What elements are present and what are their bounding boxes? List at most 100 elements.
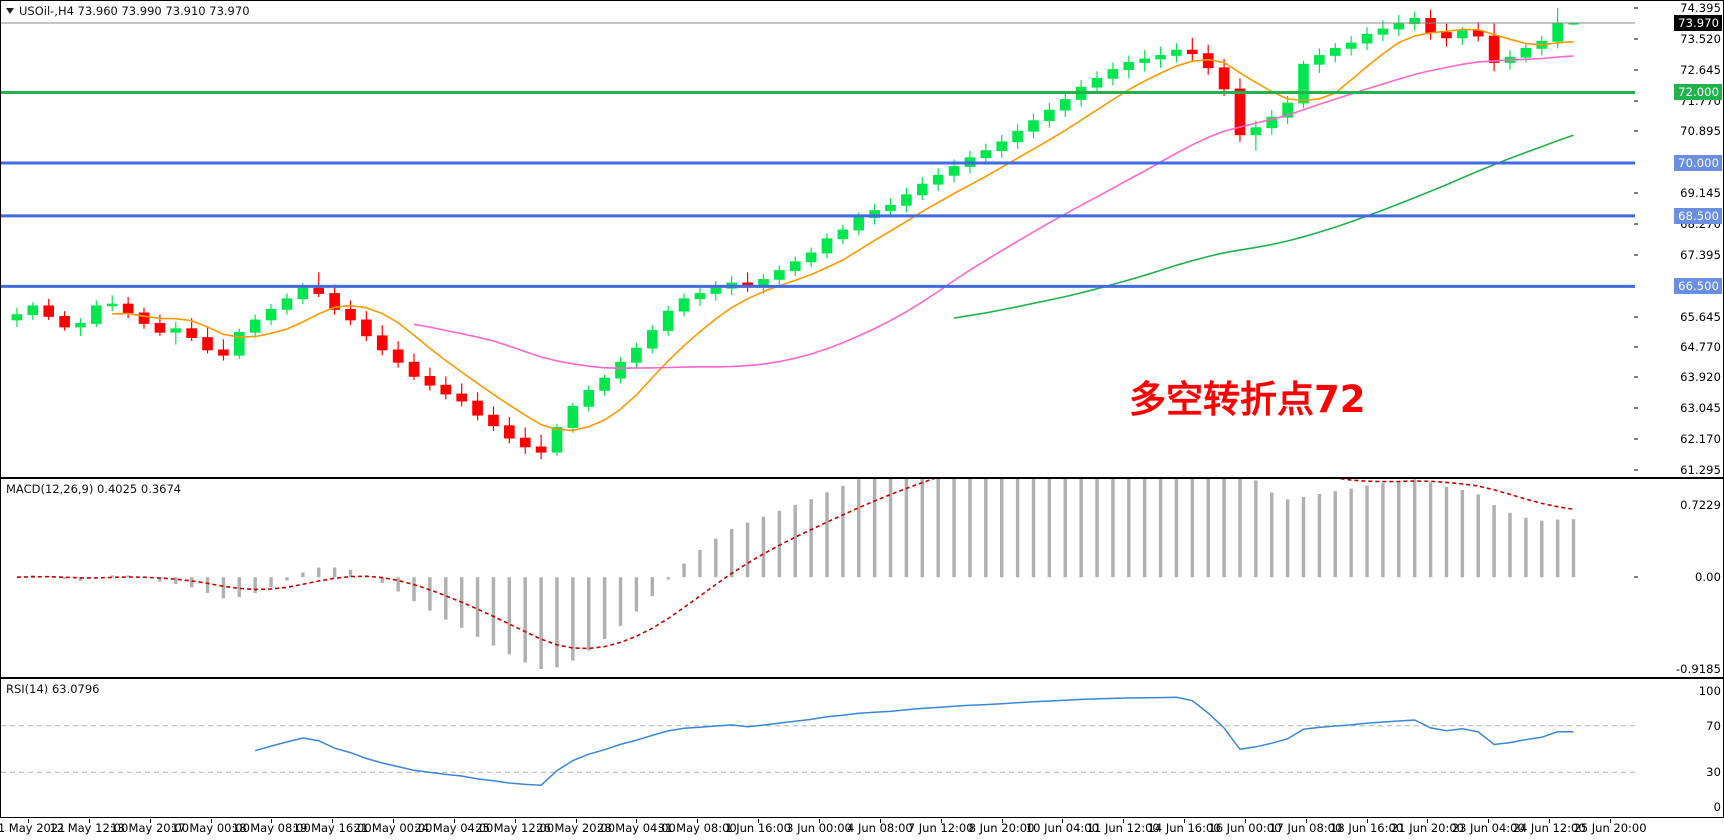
- current-price-badge: 73.970: [1674, 14, 1722, 31]
- time-axis-tick: [940, 819, 942, 823]
- level-badge[interactable]: 66.500: [1674, 278, 1722, 295]
- time-axis-label: 23 Jun 04:00: [1451, 821, 1525, 835]
- price-axis-label: 67.395: [1680, 247, 1721, 262]
- time-axis-tick: [1427, 819, 1429, 823]
- chart-annotation-text: 多空转折点72: [1129, 378, 1366, 421]
- macd-signal-line: [16, 479, 1574, 650]
- macd-panel[interactable]: MACD(12,26,9) 0.4025 0.3674 0.7229 0.00 -0…: [0, 478, 1724, 678]
- time-axis-label: 1 Jun 16:00: [725, 821, 792, 835]
- macd-axis-label: 0.7229: [1680, 498, 1721, 512]
- time-axis-tick: [575, 819, 577, 823]
- price-axis-tick: [1634, 69, 1638, 71]
- time-axis-label: 12 May 12:00: [49, 821, 129, 835]
- level-badge[interactable]: 68.500: [1674, 207, 1722, 224]
- ma-fast-line: [112, 28, 1574, 432]
- price-axis-tick: [1634, 38, 1638, 40]
- price-axis-label: 72.645: [1680, 62, 1721, 77]
- price-axis-tick: [1634, 7, 1638, 9]
- time-axis-label: 19 May 16:00: [292, 821, 372, 835]
- rsi-axis-label: 30: [1706, 765, 1721, 780]
- time-axis-label: 17 Jun 08:00: [1269, 821, 1343, 835]
- macd-axis[interactable]: 0.7229 0.00 -0.9185: [1634, 479, 1723, 677]
- time-axis-tick: [393, 819, 395, 823]
- price-axis-label: 62.170: [1680, 432, 1721, 447]
- level-badge[interactable]: 70.000: [1674, 154, 1722, 171]
- macd-plot: [16, 479, 1576, 670]
- time-axis-label: 13 May 20:00: [110, 821, 190, 835]
- chart-title-bar: USOil-,H4 73.960 73.990 73.910 73.970: [6, 4, 250, 18]
- price-axis-tick: [1634, 130, 1638, 132]
- time-axis-tick: [697, 819, 699, 823]
- time-axis-label: 25 May 12:00: [475, 821, 555, 835]
- time-axis-label: 31 May 08:00: [657, 821, 737, 835]
- rsi-axis[interactable]: 100 70 30 0: [1635, 679, 1723, 817]
- macd-axis-tick: [1634, 576, 1638, 578]
- time-axis-label: 24 May 04:00: [414, 821, 494, 835]
- time-axis-tick: [1001, 819, 1003, 823]
- macd-axis-label: 0.00: [1694, 570, 1721, 585]
- macd-axis-label: -0.9185: [1675, 662, 1721, 676]
- macd-label: MACD(12,26,9) 0.4025 0.3674: [6, 482, 182, 496]
- price-axis-tick: [1634, 192, 1638, 194]
- time-axis-label: 3 Jun 00:00: [786, 821, 852, 835]
- time-axis-tick: [1549, 819, 1551, 823]
- collapse-caret-icon[interactable]: [6, 8, 14, 14]
- time-axis-tick: [1123, 819, 1125, 823]
- time-axis-tick: [28, 819, 29, 823]
- time-axis-label: 7 Jun 12:00: [907, 821, 974, 835]
- price-axis-tick: [1634, 469, 1638, 471]
- time-axis-tick: [149, 819, 151, 823]
- level-badge[interactable]: 72.000: [1674, 84, 1722, 101]
- price-axis-label: 65.645: [1680, 309, 1721, 324]
- time-axis-label: 26 May 20:00: [536, 821, 616, 835]
- time-axis-tick: [453, 819, 455, 823]
- price-axis-tick: [1634, 376, 1638, 378]
- time-axis-tick: [636, 819, 638, 823]
- rsi-line: [254, 696, 1574, 786]
- price-axis-label: 61.295: [1680, 463, 1721, 477]
- time-axis-tick: [1062, 819, 1064, 823]
- time-axis-label: 11 May 2021: [0, 821, 66, 835]
- time-axis-tick: [1184, 819, 1186, 823]
- time-axis-tick: [1305, 819, 1307, 823]
- price-axis-label: 69.145: [1680, 186, 1721, 201]
- price-axis-label: 73.520: [1680, 31, 1721, 46]
- time-axis-tick: [1366, 819, 1368, 823]
- time-axis-tick: [271, 819, 273, 823]
- price-axis-tick: [1634, 346, 1638, 348]
- rsi-axis-label: 100: [1698, 684, 1721, 698]
- time-axis-tick: [210, 819, 212, 823]
- symbol-ohlc-label: USOil-,H4 73.960 73.990 73.910 73.970: [19, 4, 250, 18]
- time-axis-label: 18 Jun 16:00: [1330, 821, 1404, 835]
- time-axis-tick: [332, 819, 334, 823]
- time-axis-label: 17 May 00:00: [171, 821, 250, 835]
- price-axis-tick: [1634, 223, 1638, 225]
- rsi-axis-label: 0: [1713, 800, 1721, 814]
- time-axis-tick: [88, 819, 90, 823]
- time-axis-label: 21 Jun 20:00: [1390, 821, 1464, 835]
- rsi-plot: [1, 696, 1637, 786]
- rsi-label: RSI(14) 63.0796: [6, 682, 100, 696]
- price-axis-tick: [1634, 254, 1638, 256]
- price-chart-panel[interactable]: USOil-,H4 73.960 73.990 73.910 73.970 多空…: [0, 0, 1724, 478]
- time-axis-label: 25 Jun 20:00: [1573, 821, 1647, 835]
- price-axis[interactable]: 74.395 73.520 72.645 71.770 70.895 69.145 68.2…: [1634, 1, 1723, 477]
- price-axis-tick: [1634, 100, 1638, 102]
- time-axis-tick: [758, 819, 760, 823]
- time-axis-label: 14 Jun 16:00: [1147, 821, 1221, 835]
- time-axis-label: 28 May 04:00: [597, 821, 676, 835]
- time-axis-tick: [514, 819, 516, 823]
- price-axis-tick: [1634, 407, 1638, 409]
- time-axis-label: 21 May 00:00: [353, 821, 433, 835]
- price-axis-label: 63.045: [1680, 401, 1721, 416]
- time-axis-label: 8 Jun 20:00: [968, 821, 1035, 835]
- price-axis-label: 74.395: [1680, 1, 1721, 15]
- price-axis-tick: [1634, 316, 1638, 318]
- time-axis-label: 11 Jun 12:00: [1086, 821, 1160, 835]
- rsi-panel[interactable]: RSI(14) 63.0796 100 70 30 0: [0, 678, 1724, 818]
- ma-slow-line: [953, 134, 1574, 319]
- time-axis-tick: [1610, 819, 1611, 823]
- time-axis-label: 10 Jun 04:00: [1025, 821, 1099, 835]
